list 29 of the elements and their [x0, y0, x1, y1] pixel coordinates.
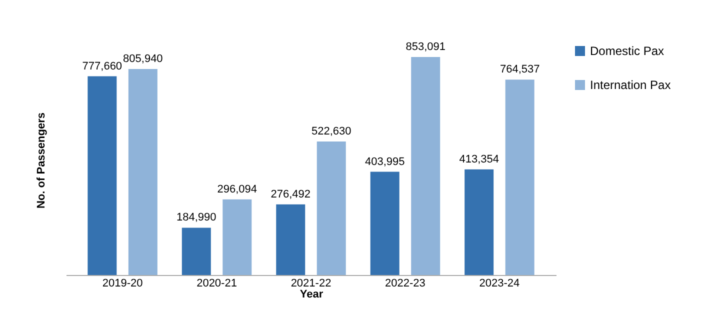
data-label: 805,940	[123, 53, 163, 66]
data-label: 413,354	[459, 153, 499, 166]
x-tick-label: 2021-22	[290, 278, 332, 290]
bar	[182, 228, 211, 275]
bar	[464, 169, 494, 275]
bar	[411, 56, 440, 275]
data-label: 777,660	[82, 60, 122, 72]
data-label: 276,492	[270, 188, 311, 200]
bar	[505, 80, 534, 275]
legend-label: Internation Pax	[590, 78, 671, 92]
bar	[370, 172, 400, 275]
x-tick-label: 2019-20	[102, 278, 143, 290]
data-label: 853,091	[406, 40, 446, 53]
bar	[222, 199, 252, 275]
data-label: 296,094	[217, 183, 258, 196]
legend-label: Domestic Pax	[590, 44, 664, 58]
data-label: 764,537	[500, 64, 540, 76]
bar	[128, 69, 158, 275]
x-tick-label: 2022-23	[385, 278, 426, 290]
bar	[316, 141, 346, 275]
x-axis-title: Year	[300, 288, 324, 300]
bar	[276, 204, 306, 275]
data-label: 184,990	[176, 212, 216, 224]
x-tick-label: 2023-24	[479, 278, 520, 290]
x-tick-label: 2020-21	[196, 278, 237, 290]
data-label: 403,995	[364, 156, 405, 168]
bar	[88, 76, 117, 275]
data-label: 522,630	[311, 125, 352, 138]
y-axis-title: No. of Passengers	[36, 112, 48, 208]
